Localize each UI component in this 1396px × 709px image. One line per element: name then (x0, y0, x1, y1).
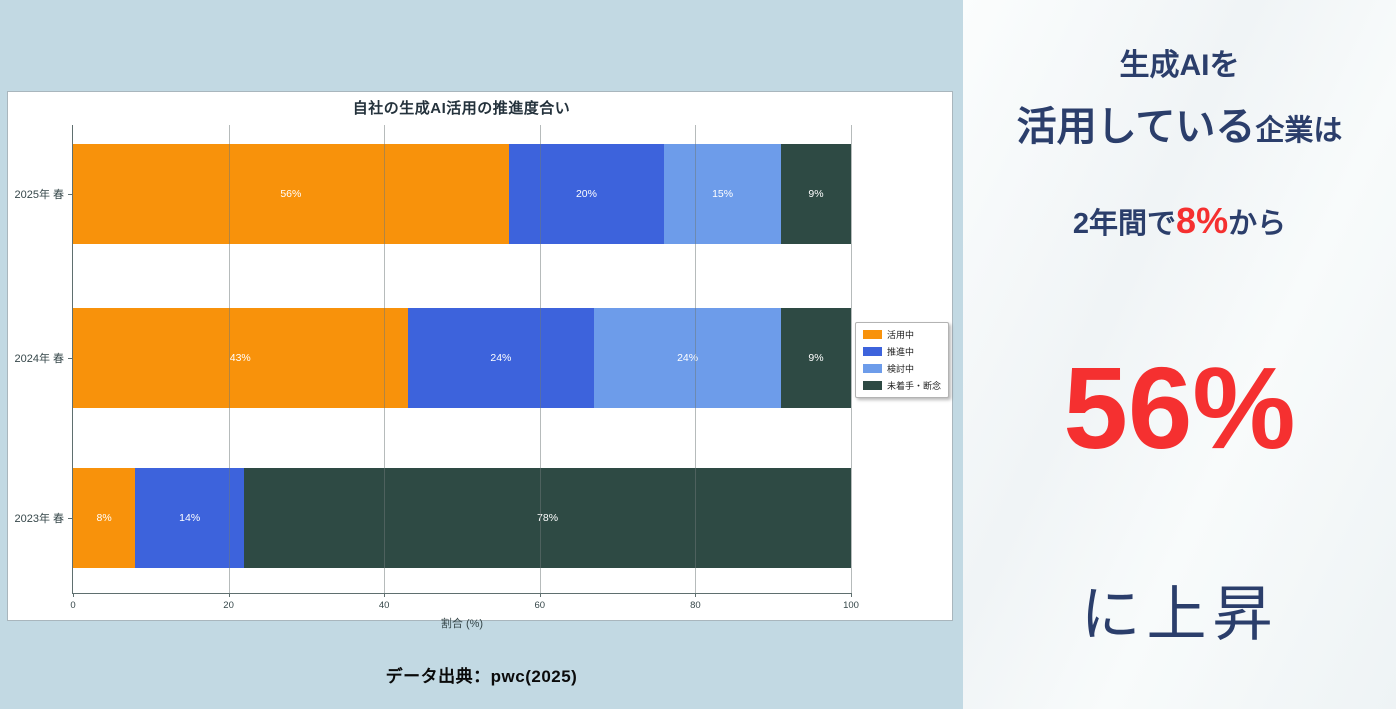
legend-label: 推進中 (886, 347, 914, 357)
x-tick-label: 20 (223, 600, 234, 611)
bar-row: 8% 14% 78% (73, 468, 851, 568)
bar-segment: 56% (73, 144, 509, 244)
y-axis-category-label: 2025年 春 (14, 189, 64, 201)
bar-segment: 24% (594, 308, 781, 408)
x-axis-title: 割合 (%) (440, 618, 484, 630)
x-tick-label: 60 (534, 600, 546, 611)
legend-label: 検討中 (886, 364, 914, 374)
callout-line-3-pre: 2年間で (1072, 208, 1177, 240)
x-tick-mark (695, 593, 697, 597)
data-source-caption: データ出典：pwc(2025) (385, 667, 578, 686)
bar-segment: 43% (73, 308, 408, 408)
y-tick-mark (68, 518, 72, 519)
bar-segment: 78% (244, 468, 851, 568)
callout-line-3: 2年間で8%から (1073, 200, 1286, 242)
gridline (228, 125, 230, 593)
callout-line-5: に上昇 (1080, 581, 1279, 648)
x-tick-label: 100 (843, 600, 859, 611)
callout-line-2: 活用している企業は (1017, 94, 1343, 152)
legend-item: 推進中 (862, 345, 941, 358)
x-tick-mark (384, 593, 386, 597)
gridline (384, 125, 386, 593)
bar-row: 56% 20% 15% 9% (73, 144, 851, 244)
callout-panel: 生成AIを 活用している企業は 2年間で8%から 56% に上昇 (963, 0, 1396, 709)
bar-segment: 14% (135, 468, 245, 568)
legend-swatch (862, 381, 882, 390)
bar-segment-label: 9% (808, 188, 824, 200)
bar-segment-label: 9% (808, 352, 824, 364)
gridline (539, 125, 541, 593)
bar-segment-label: 15% (712, 188, 734, 200)
callout-line-1: 生成AIを (1119, 49, 1240, 82)
callout-line-3-post: から (1228, 208, 1287, 240)
bar-segment: 9% (780, 308, 851, 408)
chart-region: 自社の生成AI活用の推進度合い 56% 20% 15% 9% 43% 24% 24% 9% … (7, 91, 953, 686)
bar-segment: 20% (508, 144, 665, 244)
x-tick-label: 40 (378, 600, 390, 611)
legend-swatch (862, 364, 882, 373)
y-axis-category-label: 2023年 春 (14, 513, 64, 525)
bar-segment-label: 56% (280, 188, 302, 200)
callout-big-number: 56% (1063, 343, 1296, 473)
y-tick-mark (68, 358, 72, 359)
legend-swatch (862, 330, 882, 339)
gridline (851, 125, 852, 593)
legend-item: 活用中 (862, 328, 941, 341)
bar-segment: 15% (664, 144, 781, 244)
bar-segment-label: 78% (537, 512, 559, 524)
bar-row: 43% 24% 24% 9% (73, 308, 851, 408)
chart-figure: 自社の生成AI活用の推進度合い 56% 20% 15% 9% 43% 24% 24% 9% … (7, 91, 953, 630)
x-tick-mark (851, 593, 852, 597)
plot-area: 56% 20% 15% 9% 43% 24% 24% 9% 8% 14% 78% 0 20 40 60… (14, 125, 859, 630)
bar-segment: 24% (407, 308, 595, 408)
y-axis-category-label: 2024年 春 (14, 353, 64, 365)
legend-swatch (862, 347, 882, 356)
y-tick-mark (68, 194, 72, 195)
legend-item: 未着手・断念 (862, 379, 941, 392)
bar-segment: 8% (73, 468, 136, 568)
callout-line-2-rest: 企業は (1255, 115, 1343, 147)
x-tick-mark (539, 593, 541, 597)
chart-title: 自社の生成AI活用の推進度合い (352, 100, 571, 117)
bar-segment-label: 24% (677, 352, 699, 364)
bar-segment-label: 20% (575, 188, 597, 200)
callout-line-3-red-value: 8% (1176, 200, 1229, 241)
x-tick-mark (73, 593, 74, 597)
x-tick-mark (228, 593, 230, 597)
bar-segment-label: 8% (96, 512, 112, 524)
chart-legend: 活用中推進中検討中未着手・断念 (854, 322, 949, 398)
legend-label: 活用中 (886, 330, 914, 340)
bar-segment-label: 43% (229, 352, 251, 364)
bar-segment: 9% (780, 144, 851, 244)
x-tick-label: 0 (70, 600, 76, 611)
callout-line-2-emphasis: 活用している (1016, 105, 1256, 149)
gridline (695, 125, 697, 593)
x-tick-label: 80 (690, 600, 701, 611)
legend-item: 検討中 (862, 362, 941, 375)
bar-segment-label: 24% (490, 352, 512, 364)
legend-label: 未着手・断念 (886, 381, 941, 391)
bar-segment-label: 14% (179, 512, 201, 524)
